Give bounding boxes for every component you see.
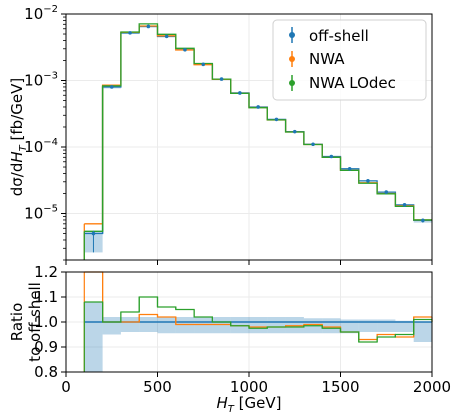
x-tick-label: 2000	[413, 378, 451, 396]
x-tick-label: 1000	[230, 378, 268, 396]
ratio-band-bin	[102, 317, 121, 335]
legend-box	[272, 19, 427, 101]
offshell-point	[164, 34, 169, 39]
ratio-y-tick-label: 0.9	[34, 338, 58, 356]
ratio-series-lines	[83, 271, 433, 372]
ratio-band-bin	[84, 302, 103, 372]
main-panel: 10−510−410−310−2 dσ/dHT [fb/GeV] off-she…	[8, 4, 433, 265]
ratio-band-bin	[120, 317, 140, 332]
main-y-tick-exponent: −5	[43, 204, 58, 215]
offshell-point	[402, 203, 407, 207]
ratio-y-tick-label: 1.1	[34, 288, 58, 306]
ratio-uncertainty-band	[84, 302, 432, 372]
offshell-point	[183, 47, 187, 52]
offshell-points	[91, 24, 425, 253]
offshell-point	[256, 105, 260, 109]
offshell-point	[311, 142, 315, 147]
legend-nwa-lodec-label: NWA LOdec	[309, 74, 396, 92]
ratio-band-bin	[157, 317, 176, 334]
ratio-band-bin	[267, 317, 286, 334]
ratio-y-axis-label-line1: Ratio	[8, 303, 26, 342]
legend-nwa-label: NWA	[309, 50, 345, 68]
offshell-point	[219, 77, 224, 81]
legend: off-shell NWA NWA LOdec	[272, 19, 427, 101]
offshell-point	[329, 154, 334, 159]
offshell-point	[347, 167, 352, 171]
main-y-tick-exponent: −2	[43, 4, 58, 15]
offshell-point	[91, 231, 96, 236]
main-y-tick-label: 10−3	[24, 71, 58, 90]
legend-off-shell-marker	[289, 32, 295, 38]
main-x-ticks	[65, 260, 433, 265]
ratio-y-axis-label-line2: to off-shell	[26, 282, 44, 362]
main-y-tick-exponent: −4	[43, 137, 58, 148]
legend-off-shell-label: off-shell	[309, 27, 369, 45]
offshell-point	[421, 218, 425, 223]
main-y-axis: 10−510−410−310−2	[24, 4, 66, 261]
ratio-band-bin	[322, 318, 341, 334]
ratio-band-bin	[413, 322, 432, 342]
ratio-y-axis: 0.8 0.9 1.0 1.1 1.2	[34, 263, 66, 381]
ratio-band-bin	[230, 317, 249, 334]
ratio-y-tick-label: 1.2	[34, 263, 58, 281]
main-y-tick-label: 10−2	[24, 4, 58, 23]
ratio-y-tick-label: 1.0	[34, 313, 58, 331]
legend-nwa-lodec-marker	[289, 80, 295, 86]
legend-nwa-marker	[289, 56, 295, 62]
legend-entry-off-shell: off-shell	[289, 27, 369, 45]
main-y-tick-mantissa: 10	[24, 72, 43, 90]
offshell-point	[109, 85, 114, 89]
ratio-band-bin	[175, 317, 195, 334]
x-tick-label: 1500	[321, 378, 359, 396]
main-y-tick-exponent: −3	[43, 71, 58, 82]
ratio-band-bin	[340, 319, 359, 334]
offshell-point	[274, 117, 279, 122]
main-y-tick-mantissa: 10	[24, 138, 43, 156]
x-axis-label: HT [GeV]	[217, 394, 282, 415]
ratio-x-axis: 0 500 1000 1500 2000	[61, 372, 451, 396]
offshell-point	[201, 62, 206, 67]
legend-entry-nwa: NWA	[289, 50, 345, 68]
ratio-band-bin	[395, 320, 414, 332]
offshell-point	[292, 129, 297, 134]
ratio-band-bin	[285, 317, 304, 334]
main-y-tick-mantissa: 10	[24, 5, 43, 23]
main-y-tick-label: 10−4	[24, 137, 58, 156]
ratio-panel: 0.8 0.9 1.0 1.1 1.2 0 500 1000 1500 2000 Ratio t…	[8, 263, 451, 415]
main-y-axis-label: dσ/dHT [fb/GeV]	[8, 78, 29, 196]
offshell-point	[384, 190, 389, 194]
x-tick-label: 500	[143, 378, 172, 396]
main-y-tick-label: 10−5	[24, 204, 58, 223]
ratio-band-bin	[194, 317, 213, 334]
x-tick-label: 0	[61, 378, 71, 396]
ratio-band-bin	[139, 317, 158, 332]
offshell-point	[128, 31, 132, 35]
offshell-point	[238, 91, 242, 95]
ratio-y-tick-label: 0.8	[34, 363, 58, 381]
legend-entry-nwa-lodec: NWA LOdec	[289, 74, 396, 92]
main-y-tick-mantissa: 10	[24, 205, 43, 223]
offshell-point	[366, 179, 370, 183]
offshell-point	[146, 24, 151, 29]
ratio-band-bin	[249, 317, 268, 334]
ratio-band-bin	[212, 317, 231, 334]
